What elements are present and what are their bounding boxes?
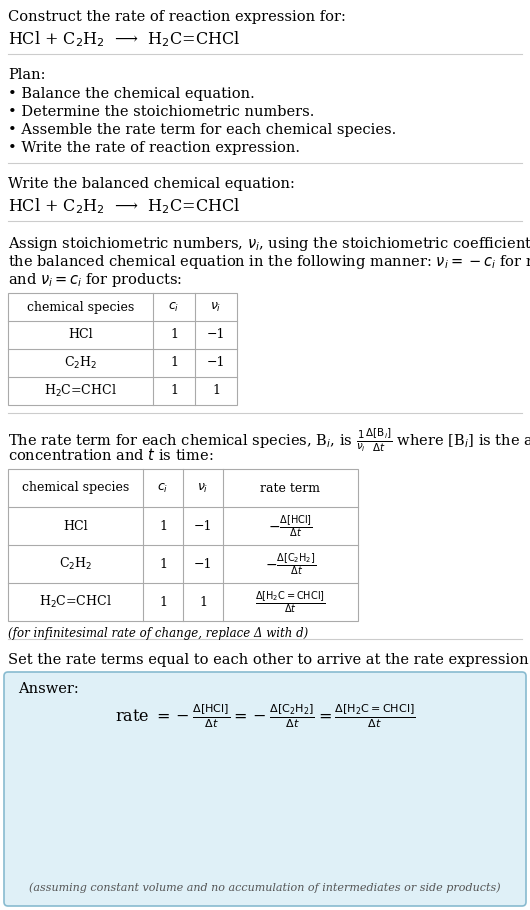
Text: Assign stoichiometric numbers, $\nu_i$, using the stoichiometric coefficients, $: Assign stoichiometric numbers, $\nu_i$, … — [8, 235, 530, 253]
Text: • Assemble the rate term for each chemical species.: • Assemble the rate term for each chemic… — [8, 123, 396, 137]
Text: −1: −1 — [207, 357, 225, 369]
Text: (for infinitesimal rate of change, replace Δ with 𝑑): (for infinitesimal rate of change, repla… — [8, 627, 308, 640]
Text: the balanced chemical equation in the following manner: $\nu_i = -c_i$ for react: the balanced chemical equation in the fo… — [8, 253, 530, 271]
Text: rate $= -\frac{\Delta[\mathrm{HCl}]}{\Delta t} = -\frac{\Delta[\mathrm{C_2H_2}]}: rate $= -\frac{\Delta[\mathrm{HCl}]}{\De… — [114, 702, 416, 730]
Text: 1: 1 — [170, 329, 178, 341]
Bar — [8, 293, 237, 405]
Bar — [8, 469, 358, 621]
Text: 1: 1 — [199, 595, 207, 609]
Text: Set the rate terms equal to each other to arrive at the rate expression:: Set the rate terms equal to each other t… — [8, 653, 530, 667]
Text: $\nu_i$: $\nu_i$ — [210, 300, 222, 314]
Text: $\frac{\Delta[\mathrm{H_2C{=}CHCl}]}{\Delta t}$: $\frac{\Delta[\mathrm{H_2C{=}CHCl}]}{\De… — [255, 589, 326, 615]
Text: 1: 1 — [159, 520, 167, 532]
Text: The rate term for each chemical species, B$_i$, is $\frac{1}{\nu_i}\frac{\Delta[: The rate term for each chemical species,… — [8, 427, 530, 454]
Text: −1: −1 — [207, 329, 225, 341]
Text: $-\frac{\Delta[\mathrm{C_2H_2}]}{\Delta t}$: $-\frac{\Delta[\mathrm{C_2H_2}]}{\Delta … — [265, 551, 316, 577]
Text: 1: 1 — [212, 385, 220, 398]
Text: 1: 1 — [170, 385, 178, 398]
Text: C$_2$H$_2$: C$_2$H$_2$ — [64, 355, 97, 371]
Text: 1: 1 — [159, 558, 167, 571]
Text: HCl: HCl — [63, 520, 88, 532]
Text: $-\frac{\Delta[\mathrm{HCl}]}{\Delta t}$: $-\frac{\Delta[\mathrm{HCl}]}{\Delta t}$ — [268, 513, 313, 539]
Text: C$_2$H$_2$: C$_2$H$_2$ — [59, 556, 92, 572]
Text: rate term: rate term — [261, 481, 321, 494]
Text: 1: 1 — [159, 595, 167, 609]
Text: Write the balanced chemical equation:: Write the balanced chemical equation: — [8, 177, 295, 191]
Text: HCl: HCl — [68, 329, 93, 341]
Text: $c_i$: $c_i$ — [169, 300, 180, 314]
Text: $c_i$: $c_i$ — [157, 481, 169, 494]
Text: −1: −1 — [194, 520, 212, 532]
Text: 1: 1 — [170, 357, 178, 369]
Text: HCl + C$_2$H$_2$  ⟶  H$_2$C=CHCl: HCl + C$_2$H$_2$ ⟶ H$_2$C=CHCl — [8, 29, 240, 49]
Text: $\nu_i$: $\nu_i$ — [197, 481, 209, 494]
Text: • Balance the chemical equation.: • Balance the chemical equation. — [8, 87, 255, 101]
Text: Plan:: Plan: — [8, 68, 46, 82]
Text: chemical species: chemical species — [22, 481, 129, 494]
Text: • Write the rate of reaction expression.: • Write the rate of reaction expression. — [8, 141, 300, 155]
Text: Construct the rate of reaction expression for:: Construct the rate of reaction expressio… — [8, 10, 346, 24]
Text: chemical species: chemical species — [27, 300, 134, 314]
Text: H$_2$C=CHCl: H$_2$C=CHCl — [44, 383, 117, 399]
Text: • Determine the stoichiometric numbers.: • Determine the stoichiometric numbers. — [8, 105, 314, 119]
Text: Answer:: Answer: — [18, 682, 79, 696]
Text: concentration and $t$ is time:: concentration and $t$ is time: — [8, 447, 214, 463]
Text: H$_2$C=CHCl: H$_2$C=CHCl — [39, 594, 112, 610]
Text: HCl + C$_2$H$_2$  ⟶  H$_2$C=CHCl: HCl + C$_2$H$_2$ ⟶ H$_2$C=CHCl — [8, 196, 240, 216]
Text: (assuming constant volume and no accumulation of intermediates or side products): (assuming constant volume and no accumul… — [29, 883, 501, 894]
Text: −1: −1 — [194, 558, 212, 571]
FancyBboxPatch shape — [4, 672, 526, 906]
Text: and $\nu_i = c_i$ for products:: and $\nu_i = c_i$ for products: — [8, 271, 182, 289]
